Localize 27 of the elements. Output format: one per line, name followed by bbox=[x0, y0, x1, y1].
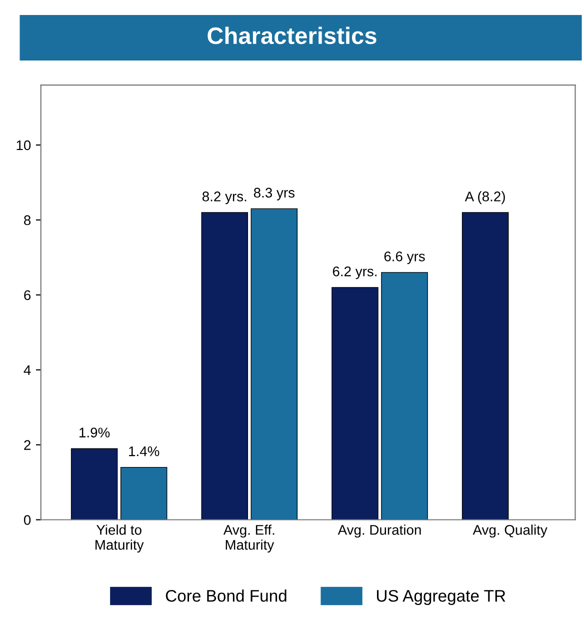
bar bbox=[201, 212, 248, 520]
y-tick-label: 4 bbox=[24, 365, 31, 375]
legend-label: Core Bond Fund bbox=[166, 590, 286, 602]
data-label: 1.4% bbox=[129, 446, 160, 456]
x-tick-label: Avg. Quality bbox=[472, 524, 548, 538]
legend-label: US Aggregate TR bbox=[376, 590, 506, 606]
y-tick-label: 2 bbox=[24, 440, 30, 450]
bar bbox=[120, 466, 168, 520]
data-label: 1.9% bbox=[80, 428, 110, 438]
x-tick-label: Avg. Eff. Maturity bbox=[223, 524, 274, 553]
y-tick-label: 8 bbox=[24, 215, 31, 226]
y-tick-label: 0 bbox=[24, 515, 31, 525]
x-tick-label: Avg. Duration bbox=[338, 524, 421, 538]
data-label: 6.6 yrs bbox=[384, 252, 425, 264]
bar bbox=[70, 448, 118, 520]
bar bbox=[332, 287, 378, 520]
x-tick-label: Yield to Maturity bbox=[96, 524, 144, 553]
y-tick-label: 10 bbox=[16, 140, 31, 150]
y-tick-label: 6 bbox=[24, 290, 31, 300]
data-label: 8.2 yrs. bbox=[202, 192, 246, 204]
data-label: 6.2 yrs. bbox=[332, 266, 376, 280]
bar bbox=[381, 272, 428, 520]
chart-title: Characteristics bbox=[208, 26, 376, 44]
data-label: A (8.2) bbox=[464, 191, 505, 204]
bar bbox=[462, 212, 509, 520]
data-label: 8.3 yrs bbox=[254, 188, 295, 200]
bar bbox=[250, 208, 298, 520]
